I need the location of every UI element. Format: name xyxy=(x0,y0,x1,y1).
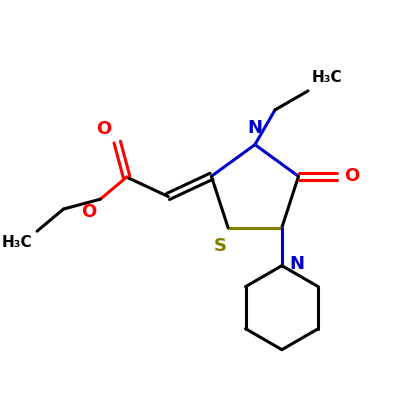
Text: O: O xyxy=(81,203,96,221)
Text: N: N xyxy=(248,119,262,137)
Text: N: N xyxy=(290,255,304,273)
Text: O: O xyxy=(96,120,112,138)
Text: S: S xyxy=(214,237,227,255)
Text: H₃C: H₃C xyxy=(2,235,32,250)
Text: H₃C: H₃C xyxy=(312,70,342,85)
Text: O: O xyxy=(344,167,360,185)
